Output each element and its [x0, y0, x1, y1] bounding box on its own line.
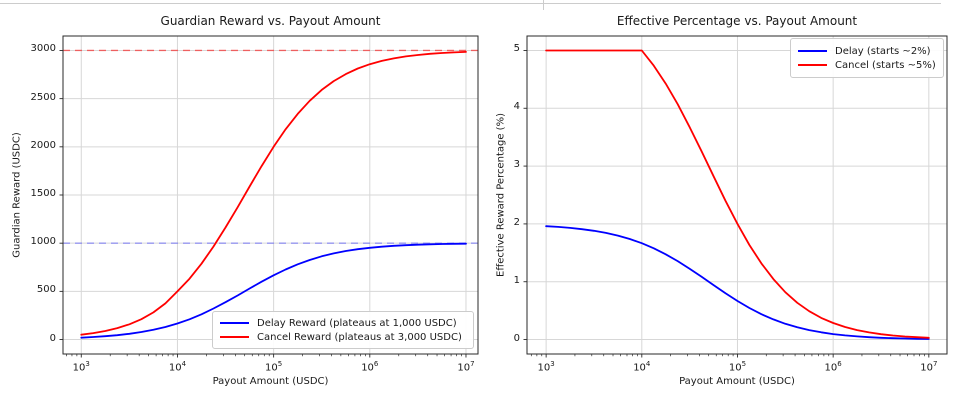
left-chart-legend: Delay Reward (plateaus at 1,000 USDC) Can…	[212, 311, 474, 349]
chart-right	[523, 35, 948, 358]
legend-line-sample	[220, 322, 249, 324]
top-border-line	[0, 3, 941, 4]
axes-spines	[526, 35, 948, 355]
legend-line-sample	[220, 336, 249, 338]
legend-entry-0: Delay Reward (plateaus at 1,000 USDC)	[220, 318, 466, 329]
legend-label: Delay (starts ~2%)	[835, 45, 931, 57]
top-divider-tick	[543, 0, 544, 10]
chart-left	[59, 35, 479, 358]
series-line-0	[545, 225, 930, 340]
legend-label: Cancel Reward (plateaus at 3,000 USDC)	[257, 331, 462, 343]
legend-line-sample	[798, 50, 827, 52]
series-line-0	[80, 242, 467, 339]
legend-entry-0: Delay (starts ~2%)	[798, 46, 936, 57]
legend-label: Delay Reward (plateaus at 1,000 USDC)	[257, 317, 457, 329]
legend-line-sample	[798, 64, 827, 66]
right-chart-legend: Delay (starts ~2%) Cancel (starts ~5%)	[790, 38, 944, 78]
series-line-1	[545, 49, 930, 339]
legend-label: Cancel (starts ~5%)	[835, 59, 936, 71]
legend-entry-1: Cancel Reward (plateaus at 3,000 USDC)	[220, 332, 466, 343]
series-line-1	[80, 51, 467, 336]
legend-entry-1: Cancel (starts ~5%)	[798, 60, 936, 71]
